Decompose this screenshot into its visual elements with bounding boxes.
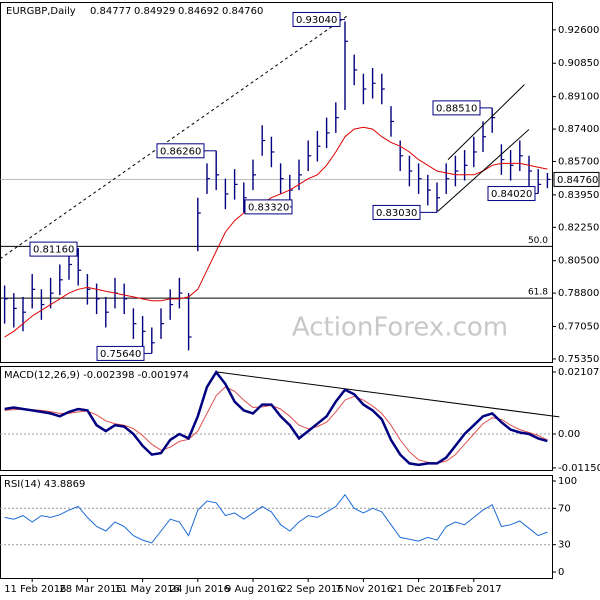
y-tick-label: 0.89100 <box>558 92 599 103</box>
fib-label: 50.0 <box>528 236 548 246</box>
price-annotation-label: 0.86260 <box>160 146 201 157</box>
y-tick-label: 30 <box>558 540 571 551</box>
price-annotation-label: 0.81160 <box>33 245 74 256</box>
x-tick-label: 11 May 2016 <box>115 584 180 595</box>
y-tick-label: 0.75350 <box>558 354 599 365</box>
y-tick-label: 0.82250 <box>558 222 599 233</box>
y-tick-label: 0.87400 <box>558 124 599 135</box>
price-annotation-label: 0.75640 <box>100 349 141 360</box>
trendline <box>447 84 525 160</box>
x-tick-label: 21 Dec 2016 <box>391 584 455 595</box>
x-tick-label: 3 Feb 2017 <box>446 584 502 595</box>
panel-frame <box>0 366 553 471</box>
last-price-box <box>553 171 600 187</box>
x-tick-label: 7 Nov 2016 <box>335 584 393 595</box>
panel-title: MACD(12,26,9) -0.002398 -0.001974 <box>4 370 189 381</box>
y-tick-label: 100 <box>558 476 577 487</box>
y-tick-label: 0.021074 <box>558 367 600 378</box>
y-tick-label: 0.83950 <box>558 190 599 201</box>
x-tick-label: 24 Jun 2016 <box>170 584 230 595</box>
price-annotation-label: 0.84020 <box>491 189 532 200</box>
panel-frame <box>0 475 553 579</box>
header-value: 0.84929 <box>134 6 175 17</box>
watermark: ActionForex.com <box>292 313 508 343</box>
header-value: 0.84760 <box>222 6 263 17</box>
x-tick-label: 28 Mar 2016 <box>59 584 122 595</box>
y-tick-label: 0 <box>558 567 564 578</box>
y-tick-label: 70 <box>558 503 571 514</box>
price-annotation-label: 0.88510 <box>436 103 477 114</box>
trendline <box>216 371 560 418</box>
last-price-label: 0.84760 <box>557 175 598 186</box>
header-value: 0.84692 <box>178 6 219 17</box>
panel-frame <box>0 2 553 363</box>
y-tick-label: 0.80500 <box>558 256 599 267</box>
price-annotation-label: 0.83030 <box>376 208 417 219</box>
macd-line <box>4 370 548 467</box>
y-tick-label: 0.00 <box>558 429 580 440</box>
y-tick-label: 0.77050 <box>558 322 599 333</box>
x-tick-label: 9 Aug 2016 <box>225 584 283 595</box>
price-annotation-label: 0.93040 <box>296 15 337 26</box>
x-tick-label: 22 Sep 2016 <box>280 584 343 595</box>
x-tick-label: 11 Feb 2016 <box>4 584 66 595</box>
y-tick-label: 0.78800 <box>558 288 599 299</box>
trendline <box>0 15 349 260</box>
panel-title: RSI(14) 43.8869 <box>4 479 85 490</box>
y-tick-label: -0.011507 <box>558 463 600 474</box>
y-tick-label: 0.90850 <box>558 58 599 69</box>
trendline <box>437 129 530 212</box>
signal-line <box>4 386 548 464</box>
y-tick-label: 0.85700 <box>558 156 599 167</box>
price-annotation-label: 0.83320 <box>248 202 289 213</box>
fib-label: 61.8 <box>528 288 548 298</box>
header-value: 0.84777 <box>90 6 131 17</box>
rsi-line <box>4 493 548 544</box>
y-tick-label: 0.92600 <box>558 25 599 36</box>
panel-title: EURGBP,Daily <box>6 6 76 17</box>
moving-average <box>4 126 548 338</box>
